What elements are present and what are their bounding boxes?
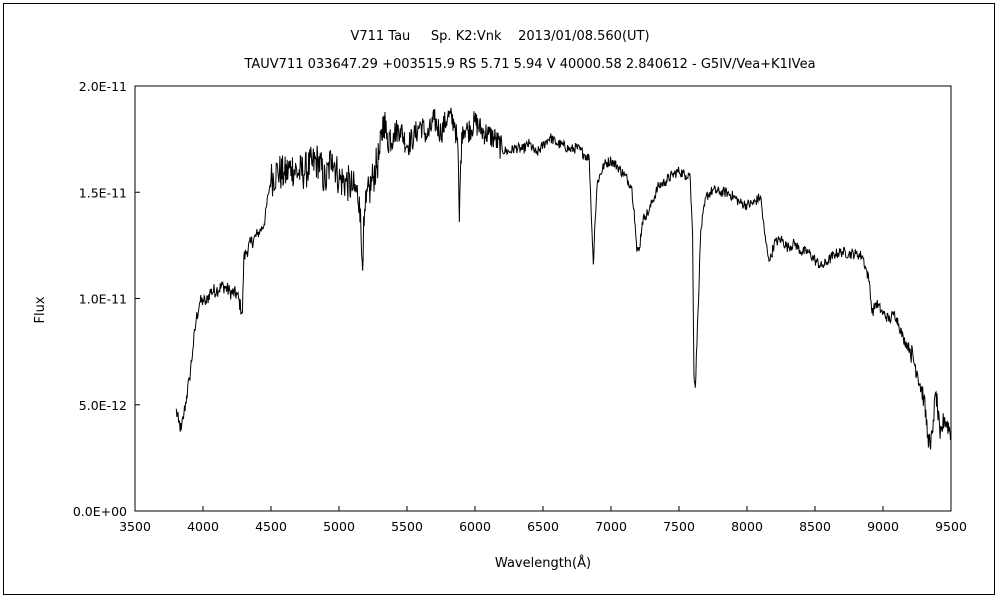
y-axis: 0.0E+00 5.0E-12 1.0E-11 1.5E-11 2.0E-11: [73, 79, 140, 519]
x-tick-label: 7500: [663, 519, 695, 534]
x-tick-label: 8500: [799, 519, 831, 534]
y-tick-label: 5.0E-12: [79, 398, 127, 413]
chart-title: V711 Tau Sp. K2:Vnk 2013/01/08.560(UT): [350, 29, 649, 44]
y-tick-label: 1.5E-11: [79, 185, 127, 200]
x-tick-label: 6000: [459, 519, 491, 534]
chart-subtitle: TAUV711 033647.29 +003515.9 RS 5.71 5.94…: [243, 57, 815, 72]
x-tick-label: 7000: [595, 519, 627, 534]
x-tick-label: 4500: [255, 519, 287, 534]
plot-area: [134, 85, 952, 512]
x-tick-label: 5500: [391, 519, 423, 534]
y-tick-label: 0.0E+00: [73, 504, 127, 519]
chart-frame: [3, 3, 995, 595]
x-tick-label: 9500: [935, 519, 967, 534]
spectrum-series-line: [175, 107, 952, 450]
x-tick-label: 4000: [187, 519, 219, 534]
x-tick-label: 5000: [323, 519, 355, 534]
x-tick-label: 3500: [119, 519, 151, 534]
x-tick-label: 8000: [731, 519, 763, 534]
y-axis-label: Flux: [33, 296, 48, 323]
x-axis: 3500 4000 4500 5000 5500 6000 6500 7000 7500 8000…: [119, 506, 967, 534]
y-tick-label: 1.0E-11: [79, 292, 127, 307]
x-tick-label: 6500: [527, 519, 559, 534]
x-axis-label: Wavelength(Å): [495, 555, 591, 571]
x-tick-label: 9000: [867, 519, 899, 534]
y-tick-label: 2.0E-11: [79, 79, 127, 94]
